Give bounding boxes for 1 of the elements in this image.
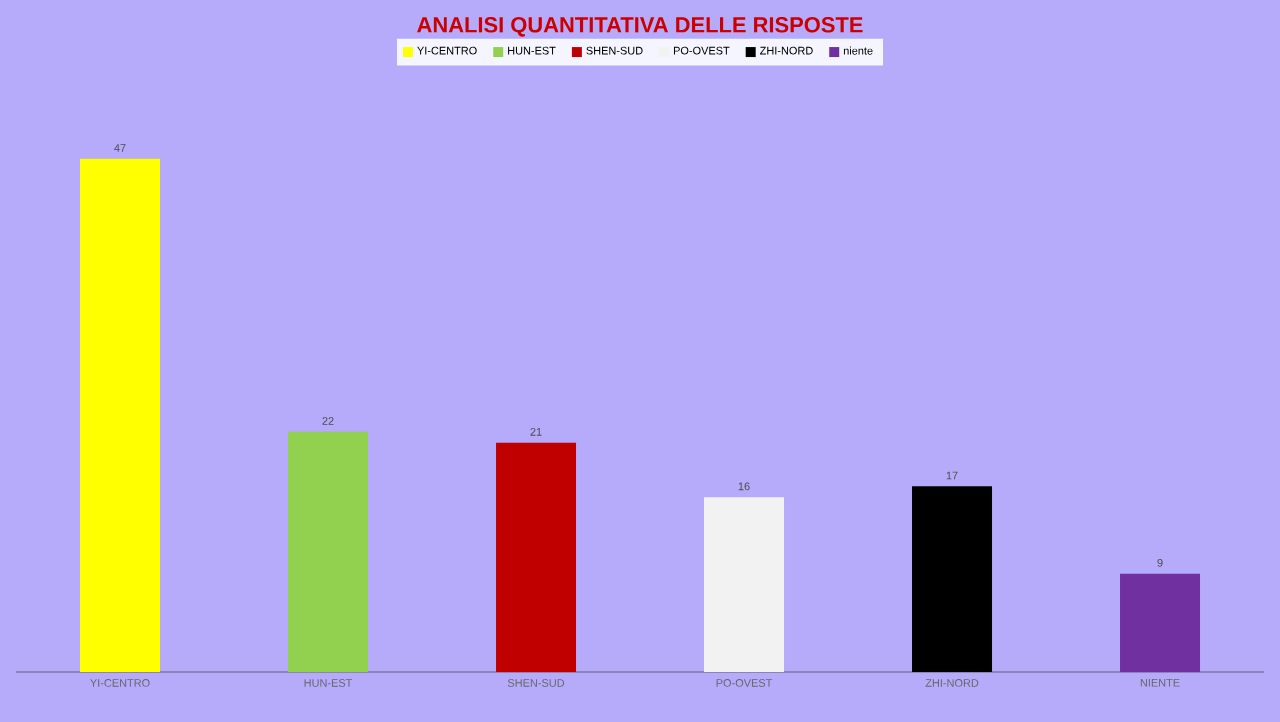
chart-title: ANALISI QUANTITATIVA DELLE RISPOSTE [417, 17, 863, 37]
